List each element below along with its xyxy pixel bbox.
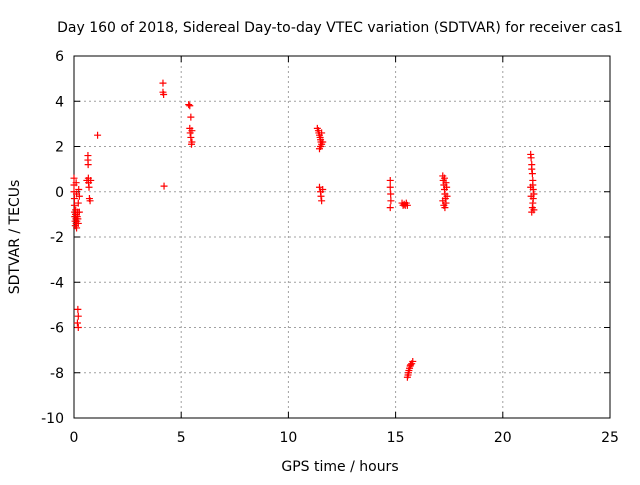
data-point (74, 199, 82, 207)
data-point (527, 192, 535, 200)
data-point (318, 129, 326, 137)
data-point (319, 185, 327, 193)
data-point (160, 90, 168, 98)
data-point (387, 190, 395, 198)
y-tick-label: -8 (50, 366, 64, 382)
data-point (440, 201, 448, 209)
data-point (188, 127, 196, 135)
y-tick-label: 2 (55, 140, 64, 156)
data-point (185, 101, 193, 109)
y-tick-label: 0 (55, 185, 64, 201)
data-point (318, 197, 326, 205)
data-point (315, 145, 323, 153)
x-tick-labels: 0 5 10 15 20 25 (70, 430, 619, 446)
data-point (70, 201, 78, 209)
data-point (443, 192, 451, 200)
data-point (86, 197, 94, 205)
data-point (75, 208, 83, 216)
x-tick-label: 0 (70, 430, 79, 446)
data-point (440, 174, 448, 182)
data-point (317, 192, 325, 200)
y-tick-label: -2 (50, 230, 64, 246)
data-point (74, 324, 82, 331)
data-points (70, 79, 538, 381)
data-point (75, 185, 83, 193)
chart-title: Day 160 of 2018, Sidereal Day-to-day VTE… (57, 20, 623, 36)
data-point (70, 195, 78, 203)
data-point (74, 305, 82, 313)
data-point (72, 179, 80, 187)
data-point (530, 206, 538, 214)
data-point (186, 102, 194, 110)
data-point (442, 179, 450, 187)
data-point (187, 140, 195, 148)
x-axis-label: GPS time / hours (281, 459, 398, 475)
data-point (386, 183, 394, 191)
data-point (160, 182, 168, 190)
x-tick-label: 20 (494, 430, 512, 446)
data-point (74, 312, 82, 320)
data-point (70, 174, 78, 182)
data-point (187, 113, 195, 121)
y-tick-labels: -10 -8 -6 -4 -2 0 2 4 6 (41, 49, 64, 427)
data-point (187, 133, 195, 141)
data-point (527, 183, 535, 191)
data-point (443, 183, 451, 191)
y-tick-label: 4 (55, 94, 64, 110)
data-point (319, 138, 327, 146)
data-point (386, 204, 394, 212)
x-tick-label: 25 (601, 430, 619, 446)
data-point (409, 357, 417, 365)
data-point (83, 176, 91, 184)
data-point (386, 176, 394, 184)
data-point (84, 161, 92, 169)
data-point (74, 219, 82, 227)
data-point (73, 319, 81, 327)
x-tick-label: 5 (177, 430, 186, 446)
grid (74, 56, 610, 418)
data-point (387, 197, 395, 205)
data-point (73, 190, 81, 198)
data-point (439, 197, 447, 205)
data-point (159, 79, 167, 87)
x-tick-label: 10 (279, 430, 297, 446)
data-point (528, 165, 536, 173)
y-tick-label: 6 (55, 49, 64, 65)
y-axis-label: SDTVAR / TECUs (7, 180, 23, 295)
y-tick-label: -10 (41, 411, 64, 427)
data-point (528, 170, 536, 178)
y-tick-label: -6 (50, 321, 64, 337)
data-point (85, 183, 93, 191)
data-point (527, 154, 535, 162)
data-point (73, 224, 81, 232)
y-tick-label: -4 (50, 275, 64, 291)
x-tick-label: 15 (387, 430, 405, 446)
data-point (94, 131, 102, 139)
data-point (403, 201, 411, 209)
